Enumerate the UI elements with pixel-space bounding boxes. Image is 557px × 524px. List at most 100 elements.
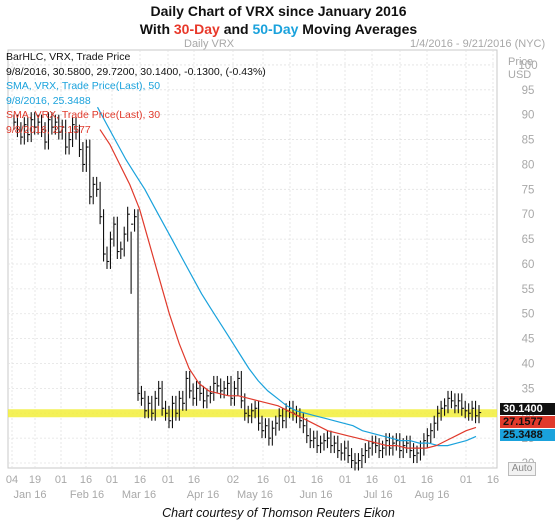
last-price-tag: 30.1400 (500, 403, 555, 415)
y-tick-label: 50 (522, 309, 535, 321)
x-month-label: Jan 16 (13, 489, 46, 501)
price-bar (475, 400, 478, 424)
y-tick-label: 45 (522, 334, 535, 346)
price-bar (68, 132, 72, 155)
chart-title: Daily Chart of VRX since January 2016 (150, 3, 407, 19)
price-bar (96, 176, 99, 197)
x-tick-label: 01 (162, 474, 174, 486)
x-tick-label: 01 (106, 474, 118, 486)
price-bar (409, 435, 413, 459)
y-tick-label: 75 (522, 184, 535, 196)
price-bar (278, 408, 282, 431)
price-bar (368, 440, 371, 459)
price-bar (206, 388, 210, 409)
price-bar (165, 400, 168, 421)
price-bar (371, 435, 375, 456)
price-bar (395, 433, 399, 451)
price-bar (116, 216, 120, 259)
chart-subtitle: With 30-Day and 50-Day Moving Averages (0, 20, 557, 38)
price-bar (227, 375, 230, 396)
price-bar (468, 403, 471, 421)
price-bar (237, 370, 241, 396)
x-tick-label: 16 (80, 474, 92, 486)
legend-bar-values: 9/8/2016, 30.5800, 29.7200, 30.1400, -0.… (6, 65, 266, 78)
plot-frame (7, 49, 498, 469)
x-tick-label: 19 (29, 474, 41, 486)
price-bar (151, 395, 154, 421)
price-bar (354, 453, 358, 471)
chart-name-label: Daily VRX (184, 38, 235, 50)
price-bar (347, 440, 351, 464)
price-bar (247, 405, 251, 424)
price-bar (85, 139, 89, 172)
chart-title-block: Daily Chart of VRX since January 2016 Wi… (0, 0, 557, 38)
price-bar (161, 380, 165, 416)
subtitle-30-day: 30-Day (173, 21, 220, 37)
price-bar (78, 124, 82, 157)
price-bar (275, 415, 278, 436)
legend-sma30-value: 9/8/2016, 27.1577 (6, 123, 91, 136)
price-bar (378, 438, 382, 459)
price-bar (306, 418, 309, 444)
y-tick-label: 85 (522, 135, 535, 147)
price-bar (209, 385, 213, 404)
price-bar (134, 209, 137, 232)
price-bar (450, 390, 454, 409)
price-bar (464, 400, 468, 419)
price-bar (268, 418, 272, 446)
price-bar (316, 430, 320, 454)
price-bar (426, 428, 430, 449)
auto-scale-button[interactable]: Auto (508, 462, 536, 476)
y-tick-label: 60 (522, 259, 535, 271)
price-bar (406, 435, 409, 454)
price-bar (382, 440, 385, 459)
price-bar (171, 395, 175, 429)
price-bar (37, 114, 41, 135)
y-tick-label: 65 (522, 234, 535, 246)
price-bar (230, 375, 234, 406)
chart-caption: Chart courtesy of Thomson Reuters Eikon (162, 506, 395, 520)
price-bar (72, 117, 75, 148)
price-bar (271, 420, 275, 446)
price-bar (251, 403, 254, 424)
price-bar (123, 226, 127, 257)
price-bar (92, 176, 96, 205)
x-tick-label: 01 (55, 474, 67, 486)
price-bar (254, 400, 258, 419)
price-bar (16, 114, 20, 138)
price-bar (323, 433, 327, 451)
price-bar (185, 370, 189, 411)
price-bar (423, 433, 427, 456)
price-bar (75, 117, 79, 140)
sma50-price-tag: 25.3488 (500, 429, 555, 441)
price-bar (454, 393, 458, 414)
x-month-label: Apr 16 (187, 489, 219, 501)
price-bar (413, 443, 416, 464)
price-bar (158, 380, 161, 406)
price-bar (47, 112, 51, 150)
x-month-label: Jun 16 (299, 489, 332, 501)
date-range-label: 1/4/2016 - 9/21/2016 (NYC) (410, 38, 546, 50)
price-bar (337, 435, 340, 459)
price-bar (213, 375, 216, 401)
price-bar (261, 415, 265, 439)
y-axis-label-usd: USD (508, 69, 532, 81)
price-bar (103, 209, 106, 262)
x-tick-label: 01 (339, 474, 351, 486)
price-bar (44, 122, 48, 150)
y-tick-label: 100 (518, 60, 537, 72)
legend-sma50-value: 9/8/2016, 25.3488 (6, 94, 91, 107)
y-tick-label: 80 (522, 159, 535, 171)
price-bar (137, 209, 141, 401)
price-bar (399, 433, 402, 459)
price-bar (258, 400, 261, 431)
price-bar (120, 241, 123, 259)
subtitle-mid: and (219, 21, 253, 37)
price-bar (51, 112, 55, 135)
price-bar (364, 443, 368, 464)
x-tick-label: 16 (257, 474, 269, 486)
price-bar (113, 216, 117, 247)
chart-grid (7, 49, 498, 469)
price-bar (340, 443, 344, 461)
